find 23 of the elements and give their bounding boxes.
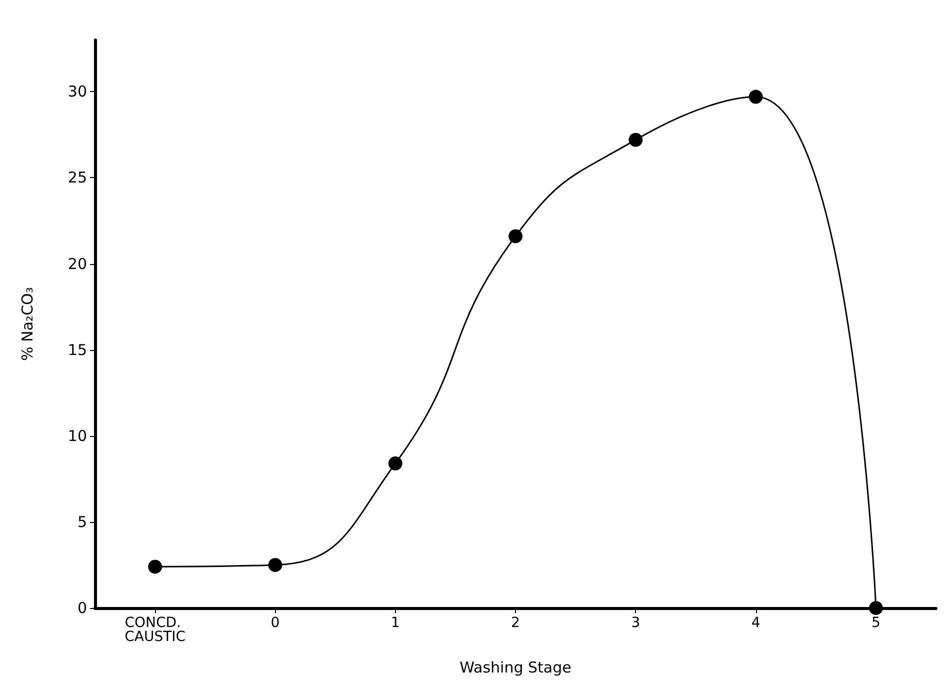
point <box>268 558 282 572</box>
point <box>148 560 162 574</box>
y-tick-label: 5 <box>77 512 87 531</box>
y-tick-label: 25 <box>68 168 87 187</box>
x-tick-label: 2 <box>511 615 520 631</box>
x-tick-label: 3 <box>631 615 640 631</box>
y-tick-label: 20 <box>68 254 87 273</box>
point <box>388 456 402 470</box>
y-tick-label: 0 <box>77 599 87 617</box>
point <box>628 132 643 147</box>
x-tick-label: 4 <box>751 615 760 631</box>
x-tick-label: 1 <box>390 615 400 631</box>
x-tick-label: 5 <box>871 615 880 631</box>
point <box>748 90 763 104</box>
x-axis-title: Washing Stage <box>460 658 572 676</box>
point <box>868 601 883 615</box>
y-axis-title: % Na₂CO₃ <box>18 287 36 361</box>
x-tick-label: 0 <box>270 615 280 631</box>
point <box>508 229 522 244</box>
y-tick-label: 30 <box>68 82 87 101</box>
x-tick-label: CONCD. CAUSTIC <box>124 615 186 645</box>
y-tick-label: 15 <box>68 340 87 359</box>
y-tick-label: 10 <box>68 426 87 445</box>
